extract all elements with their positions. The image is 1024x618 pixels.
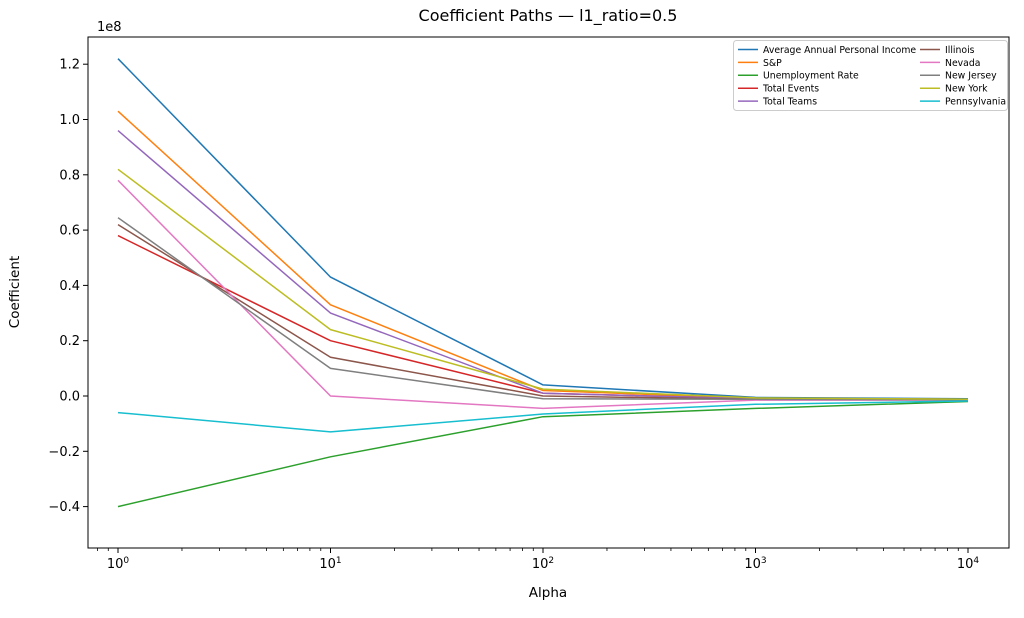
- legend-label: Pennsylvania: [945, 97, 1006, 108]
- y-axis: −0.4 −0.2 0.0 0.2 0.4 0.6 0.8 1.0 1.2: [48, 58, 88, 515]
- x-tick-label: 103: [744, 556, 766, 572]
- legend-entry: New Jersey: [920, 71, 997, 82]
- chart-title: Coefficient Paths — l1_ratio=0.5: [419, 6, 678, 26]
- series-line-pennsylvania: [117, 400, 969, 433]
- legend-label: Unemployment Rate: [763, 71, 859, 82]
- plot-area-border: [87, 36, 1010, 549]
- x-tick-label: 100: [107, 556, 130, 572]
- legend-entry: Total Teams: [738, 97, 817, 108]
- series-line-new-york: [117, 168, 969, 401]
- legend-label: New Jersey: [945, 71, 997, 82]
- y-tick-label: 1.2: [59, 58, 80, 73]
- legend-entry: Nevada: [920, 58, 980, 69]
- legend-entry: Illinois: [920, 45, 975, 56]
- plot-layer: 100 101 102 103 104 −0.4 −0.2 0.0 0.2 0.4 0.6 0.8 1.…: [48, 36, 1010, 572]
- series-lines: [117, 58, 969, 508]
- x-tick-label: 104: [957, 556, 980, 572]
- y-tick-label: 0.4: [59, 279, 80, 294]
- x-tick-label: 101: [319, 556, 341, 572]
- series-line-unemployment-rate: [117, 400, 969, 508]
- legend-entry: Unemployment Rate: [738, 71, 859, 82]
- legend-label: Nevada: [945, 58, 980, 69]
- legend-entry: Total Events: [738, 84, 819, 95]
- y-tick-label: 0.6: [59, 224, 80, 239]
- y-tick-label: −0.2: [48, 445, 80, 460]
- y-tick-label: 0.8: [59, 168, 80, 183]
- y-axis-label: Coefficient: [7, 256, 23, 328]
- legend-label: S&P: [763, 58, 782, 69]
- series-line-nevada: [117, 179, 968, 410]
- series-line-illinois: [117, 223, 969, 401]
- y-tick-label: −0.4: [48, 500, 80, 515]
- legend-label: New York: [945, 84, 988, 95]
- legend-entry: New York: [920, 84, 988, 95]
- series-line-s-p: [117, 110, 969, 401]
- y-axis-offset-label: 1e8: [97, 20, 122, 35]
- series-line-total-events: [117, 234, 969, 401]
- y-tick-label: 0.2: [59, 334, 80, 349]
- legend-label: Total Events: [762, 84, 819, 95]
- series-line-new-jersey: [117, 217, 969, 401]
- legend-label: Illinois: [945, 45, 975, 56]
- x-axis: 100 101 102 103 104: [97, 548, 979, 572]
- legend: Average Annual Personal Income S&P Unemplo…: [733, 40, 1008, 111]
- y-tick-label: 0.0: [59, 390, 80, 405]
- x-axis-label: Alpha: [529, 585, 567, 601]
- legend-label: Total Teams: [762, 97, 817, 108]
- legend-label: Average Annual Personal Income: [763, 45, 916, 56]
- legend-entry: S&P: [738, 58, 782, 69]
- legend-box: [733, 40, 1008, 111]
- x-tick-label: 102: [532, 556, 554, 572]
- y-tick-label: 1.0: [59, 113, 80, 128]
- legend-entry: Average Annual Personal Income: [738, 45, 916, 56]
- legend-entry: Pennsylvania: [920, 97, 1006, 108]
